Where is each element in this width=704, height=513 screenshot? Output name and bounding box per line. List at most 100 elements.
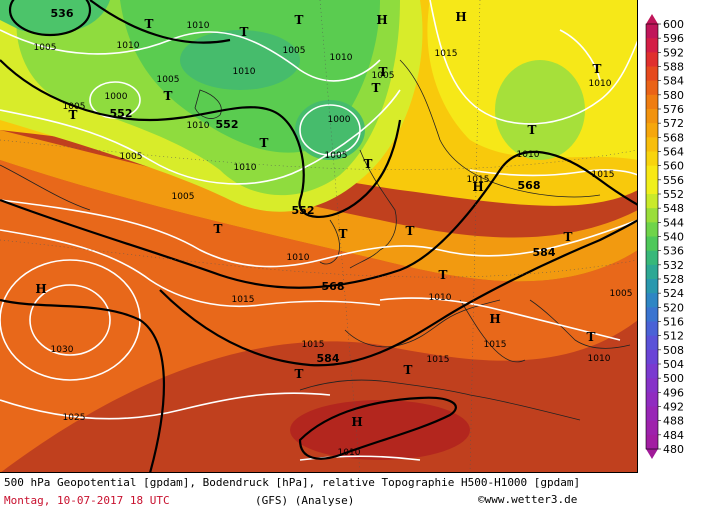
low-pressure-marker: T xyxy=(295,13,304,27)
low-pressure-marker: T xyxy=(379,65,388,79)
coastline-iceland xyxy=(194,89,222,119)
isobar-label: 1015 xyxy=(302,340,325,350)
isobar-label: 1015 xyxy=(232,295,255,305)
isobar-label: 1010 xyxy=(234,163,257,173)
high-pressure-marker: H xyxy=(35,282,46,296)
legend-swatch xyxy=(646,109,658,124)
isobar-label: 1005 xyxy=(372,71,395,81)
topo-band-540-north xyxy=(180,30,300,90)
grid-lines xyxy=(0,0,637,472)
legend-label: 508 xyxy=(663,344,684,357)
isobar-label: 1030 xyxy=(51,345,74,355)
legend-swatch xyxy=(646,52,658,67)
geopotential-label: 552 xyxy=(216,118,239,131)
legend-swatch xyxy=(646,194,658,209)
low-pressure-marker: T xyxy=(372,81,381,95)
low-pressure-marker: T xyxy=(528,123,537,137)
low-pressure-marker: T xyxy=(439,268,448,282)
copyright-link[interactable]: ©www.wetter3.de xyxy=(478,493,578,506)
legend-label: 520 xyxy=(663,301,684,314)
coastline-balkans xyxy=(529,299,631,349)
legend-swatch xyxy=(646,307,658,322)
legend-label: 544 xyxy=(663,216,684,229)
isobar-label: 1015 xyxy=(427,355,450,365)
legend-label: 572 xyxy=(663,117,684,130)
legend-label: 576 xyxy=(663,103,684,116)
geopotential-label: 552 xyxy=(292,204,315,217)
geopotential-label: 552 xyxy=(110,107,133,120)
low-pressure-marker: T xyxy=(593,62,602,76)
legend-label: 588 xyxy=(663,61,684,74)
model-label: (GFS) (Analyse) xyxy=(255,494,355,507)
isobar-label: 1005 xyxy=(120,152,143,162)
isobar-label: 1005 xyxy=(63,102,86,112)
isobar xyxy=(0,229,381,308)
topo-band-552-east xyxy=(495,60,585,160)
legend-label: 556 xyxy=(663,174,684,187)
coastlines xyxy=(0,59,631,421)
pressure-labels: 1005 1010 1010 1005 1010 1005 1000 1005 1010 1010… xyxy=(34,21,633,458)
isobar xyxy=(0,199,637,268)
legend-label: 528 xyxy=(663,273,684,286)
coastline-north-africa xyxy=(299,379,581,421)
legend-label: 584 xyxy=(663,75,684,88)
geopotential-labels: 536 552 552 552 568 568 584 584 xyxy=(51,7,556,365)
topo-band-576 xyxy=(0,160,637,472)
coastline-greenland-south xyxy=(0,164,91,211)
legend-swatch xyxy=(646,349,658,365)
legend-arrow-top xyxy=(646,14,658,24)
contour-544 xyxy=(89,0,231,44)
high-pressure-marker: H xyxy=(489,312,500,326)
legend-svg: 6005965925885845805765725685645605565525… xyxy=(645,14,684,459)
low-pressure-marker: T xyxy=(164,89,173,103)
legend-label: 560 xyxy=(663,160,684,173)
isobar xyxy=(429,0,637,125)
isobar-label: 1010 xyxy=(588,354,611,364)
low-pressure-marker: T xyxy=(240,25,249,39)
low-pressure-marker: T xyxy=(339,227,348,241)
map-panel: 1005 1010 1010 1005 1010 1005 1000 1005 1010 1010… xyxy=(0,0,638,473)
low-pressure-marker: T xyxy=(364,157,373,171)
low-pressure-marker: T xyxy=(214,222,223,236)
legend-swatch xyxy=(646,24,658,39)
isobar-label: 1010 xyxy=(429,293,452,303)
isobar xyxy=(0,392,331,420)
legend-swatch xyxy=(646,123,658,138)
legend-swatch xyxy=(646,293,658,308)
isobar-label: 1005 xyxy=(172,192,195,202)
legend-label: 540 xyxy=(663,231,684,244)
legend-swatch xyxy=(646,94,658,110)
low-pressure-marker: T xyxy=(145,17,154,31)
legend-swatch xyxy=(646,321,658,337)
legend-label: 492 xyxy=(663,401,684,414)
legend-label: 596 xyxy=(663,32,684,45)
isobar xyxy=(469,169,637,177)
low-pressure-marker: T xyxy=(260,136,269,150)
legend-label: 496 xyxy=(663,386,684,399)
legend-swatch xyxy=(646,151,658,167)
high-pressure-marker: H xyxy=(376,13,387,27)
chart-date: Montag, 10-07-2017 18 UTC xyxy=(4,494,170,507)
legend-swatch xyxy=(646,137,658,152)
isobar-label: 1000 xyxy=(105,92,128,102)
legend-swatch xyxy=(646,80,658,96)
low-pressure-marker: T xyxy=(69,108,78,122)
contour-536 xyxy=(8,0,92,37)
high-pressure-marker: H xyxy=(455,10,466,24)
isobar-label: 1015 xyxy=(467,175,490,185)
coastline-iberia-france xyxy=(344,299,501,348)
legend-swatch xyxy=(646,250,658,266)
isobar-label: 1010 xyxy=(330,53,353,63)
isobar xyxy=(0,89,401,185)
isobar-label: 1015 xyxy=(592,170,615,180)
legend-swatch xyxy=(646,406,658,422)
high-pressure-marker: H xyxy=(472,180,483,194)
geopotential-label: 536 xyxy=(51,7,74,20)
isobar-label: 1015 xyxy=(435,49,458,59)
legend-swatch xyxy=(646,279,658,294)
chart-footer: 500 hPa Geopotential [gpdam], Bodendruck… xyxy=(0,473,638,513)
isobar-label: 1005 xyxy=(34,43,57,53)
topo-band-588 xyxy=(290,400,470,460)
